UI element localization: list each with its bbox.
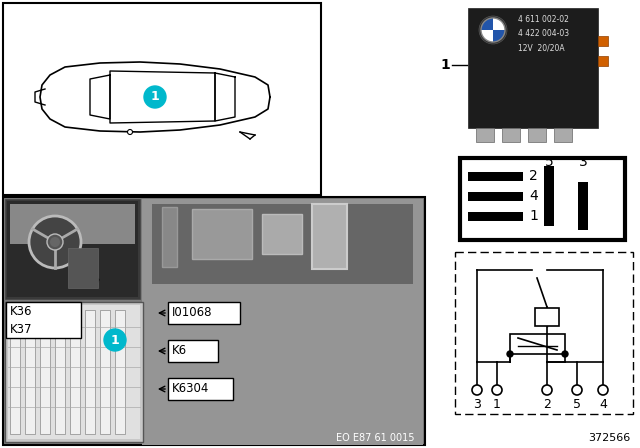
Text: 2: 2 [543,397,551,410]
Text: 3: 3 [473,397,481,410]
Circle shape [542,385,552,395]
Bar [115,310,125,434]
Bar [460,158,625,240]
Bar [142,199,423,445]
Bar [535,308,559,326]
Bar [55,310,65,434]
Circle shape [492,385,502,395]
Text: 1: 1 [493,397,501,410]
Bar [5,302,143,442]
Wedge shape [493,30,505,42]
Text: 12V  20/20A: 12V 20/20A [518,43,564,52]
Bar [3,3,321,195]
Bar [162,207,177,267]
Circle shape [479,16,507,44]
Text: 3: 3 [579,155,588,169]
Bar [3,197,425,445]
Bar [10,204,135,244]
Wedge shape [481,30,493,42]
Circle shape [572,385,582,395]
Bar [152,204,413,284]
Text: 5: 5 [573,397,581,410]
Text: 4: 4 [529,190,538,203]
Text: 2: 2 [529,169,538,184]
Bar [168,302,240,324]
Text: K36: K36 [10,306,33,319]
Text: I01068: I01068 [172,306,212,319]
Bar [455,252,633,414]
Bar [554,128,572,142]
Circle shape [127,129,132,134]
Bar [40,310,50,434]
Circle shape [598,385,608,395]
Circle shape [50,237,60,247]
Circle shape [507,351,513,357]
Bar [578,182,588,230]
Text: 1: 1 [150,90,159,103]
Text: 1: 1 [111,333,120,346]
Bar [168,378,233,400]
Text: K6304: K6304 [172,383,209,396]
Bar [68,248,98,288]
Bar [528,128,546,142]
Bar [468,192,523,201]
Bar [192,209,252,259]
Wedge shape [493,18,505,30]
Circle shape [562,351,568,357]
Bar [502,128,520,142]
Bar [10,310,20,434]
Bar [7,201,138,297]
Text: EO E87 61 0015: EO E87 61 0015 [337,433,415,443]
Text: 1: 1 [529,210,538,224]
Bar [468,8,598,128]
Circle shape [104,329,126,351]
Wedge shape [481,18,493,30]
Bar [476,128,494,142]
Bar [468,172,523,181]
Text: K6: K6 [172,345,187,358]
Circle shape [47,234,63,250]
Bar [70,310,80,434]
Circle shape [144,86,166,108]
Text: 5: 5 [545,155,554,169]
Bar [468,212,523,221]
Bar [6,302,81,338]
Text: 372566: 372566 [588,433,630,443]
Text: 4 422 004-03: 4 422 004-03 [518,30,569,39]
Bar [8,305,140,439]
Bar [25,310,35,434]
Bar [598,36,608,46]
Bar [598,56,608,66]
Bar [510,334,565,354]
Bar [262,214,302,254]
Bar [85,310,95,434]
Bar [100,310,110,434]
Circle shape [29,216,81,268]
Bar [168,340,218,362]
Circle shape [472,385,482,395]
Bar [312,204,347,269]
Text: 4 611 002-02: 4 611 002-02 [518,16,569,25]
Text: 1: 1 [440,58,450,72]
Text: 4: 4 [599,397,607,410]
Bar [544,166,554,226]
Text: K37: K37 [10,323,33,336]
Bar [5,199,140,299]
